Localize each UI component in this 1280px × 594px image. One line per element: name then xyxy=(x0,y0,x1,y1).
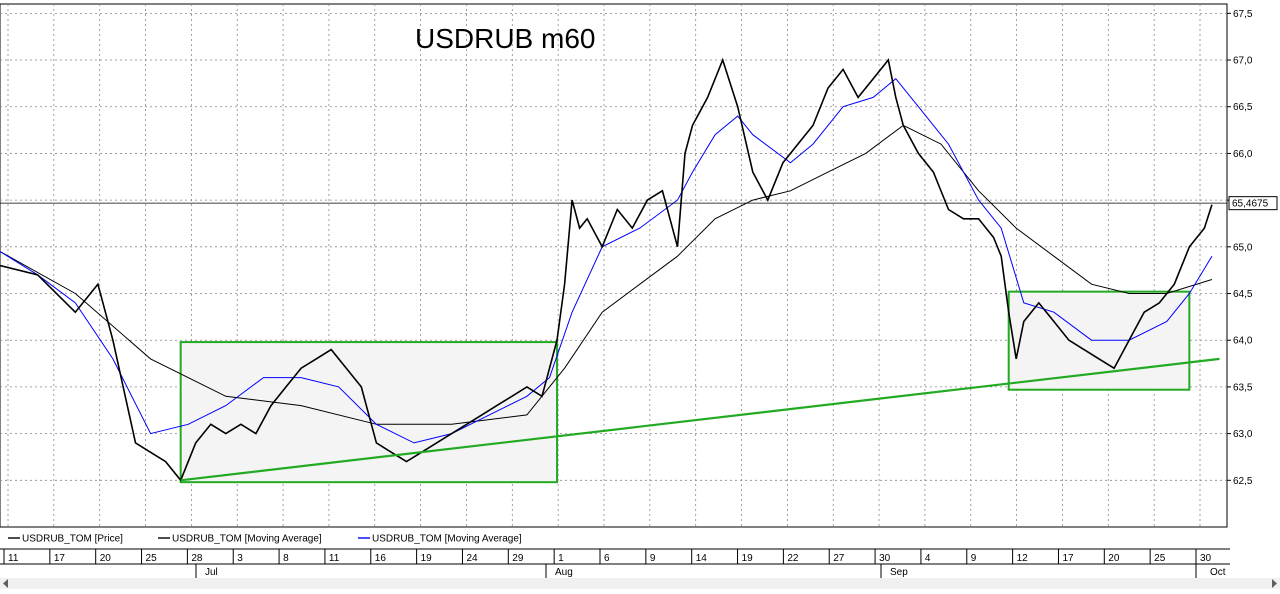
x-tick-label: 25 xyxy=(146,553,158,564)
y-tick-label: 66,5 xyxy=(1233,102,1253,113)
x-month-label: Sep xyxy=(890,567,908,578)
y-tick-label: 63,0 xyxy=(1233,429,1253,440)
series-line-1 xyxy=(0,57,1213,482)
x-axis: 11 17 20 25 28 3 8 11 16 19 24 29 1 6 9 14 19 22 27 30 4 9 12 1… xyxy=(0,548,1280,578)
y-tick-label: 66,0 xyxy=(1233,149,1253,160)
y-tick-label: 64,0 xyxy=(1233,336,1253,347)
x-month-label: Jul xyxy=(205,567,218,578)
series-line-2 xyxy=(0,124,1213,425)
x-tick-label: 11 xyxy=(329,553,340,564)
scrollbar-track[interactable] xyxy=(0,578,1280,589)
x-tick-label: 17 xyxy=(54,553,66,564)
series-line-3 xyxy=(0,77,1213,444)
y-tick-label: 63,5 xyxy=(1233,382,1253,393)
x-axis-band xyxy=(0,548,1280,578)
x-tick-label: 19 xyxy=(421,553,433,564)
horizontal-scrollbar[interactable] xyxy=(0,578,1280,589)
x-month-label: Oct xyxy=(1210,567,1226,578)
x-tick-label: 27 xyxy=(833,553,845,564)
y-tick-label: 67,5 xyxy=(1233,9,1253,20)
x-month-label: Aug xyxy=(555,567,573,578)
legend-label: USDRUB_TOM [Moving Average] xyxy=(172,534,322,545)
legend: USDRUB_TOM [Price] USDRUB_TOM [Moving Ave… xyxy=(0,529,1280,547)
x-tick-label: 19 xyxy=(742,553,754,564)
x-tick-label: 20 xyxy=(100,553,112,564)
last-price-label: 65,4675 xyxy=(1232,199,1269,210)
x-tick-label: 12 xyxy=(1017,553,1029,564)
y-tick-label: 62,5 xyxy=(1233,476,1253,487)
x-tick-label: 25 xyxy=(1154,553,1166,564)
x-tick-label: 20 xyxy=(1108,553,1120,564)
y-tick-label: 67,0 xyxy=(1233,56,1253,67)
x-tick-label: 22 xyxy=(787,553,799,564)
series-lines xyxy=(0,57,1213,482)
x-tick-label: 16 xyxy=(375,553,387,564)
scroll-right-icon[interactable] xyxy=(1272,579,1277,588)
x-tick-label: 8 xyxy=(283,553,289,564)
chart-title: USDRUB m60 xyxy=(415,23,595,54)
legend-label: USDRUB_TOM [Moving Average] xyxy=(372,534,522,545)
x-tick-label: 4 xyxy=(925,553,931,564)
x-tick-label: 30 xyxy=(1200,553,1212,564)
x-tick-label: 11 xyxy=(8,553,19,564)
x-tick-label: 24 xyxy=(466,553,478,564)
y-tick-label: 64,5 xyxy=(1233,289,1253,300)
support-trendline xyxy=(180,357,1220,482)
x-tick-label: 6 xyxy=(604,553,610,564)
x-tick-label: 9 xyxy=(971,553,977,564)
legend-label: USDRUB_TOM [Price] xyxy=(22,534,123,545)
x-tick-label: 14 xyxy=(696,553,708,564)
x-tick-label: 28 xyxy=(191,553,203,564)
x-tick-label: 1 xyxy=(558,553,564,564)
scroll-left-icon[interactable] xyxy=(3,579,8,588)
x-tick-label: 3 xyxy=(237,553,243,564)
x-tick-label: 9 xyxy=(650,553,656,564)
overlays xyxy=(0,202,1227,482)
x-tick-label: 29 xyxy=(512,553,524,564)
x-tick-label: 17 xyxy=(1062,553,1074,564)
legend-strip xyxy=(0,529,1280,547)
x-tick-label: 30 xyxy=(879,553,891,564)
last-price-box xyxy=(1228,196,1278,211)
y-tick-label: 65,0 xyxy=(1233,242,1253,253)
y-axis: 62,563,063,564,064,565,065,566,066,567,0… xyxy=(1227,9,1278,487)
